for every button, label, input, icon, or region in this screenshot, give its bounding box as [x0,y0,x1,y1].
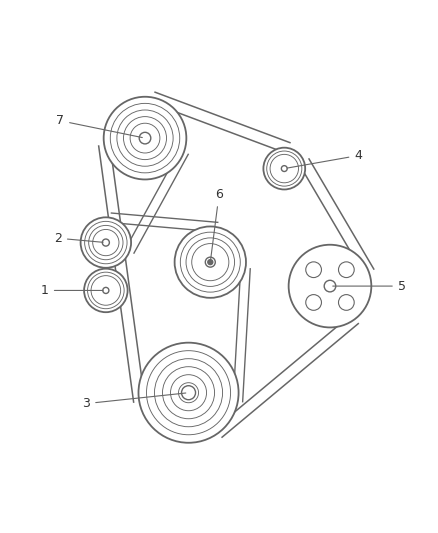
Circle shape [306,262,321,278]
Circle shape [339,262,354,278]
Text: 3: 3 [82,393,186,410]
Text: 2: 2 [54,232,103,245]
Text: 4: 4 [287,149,362,168]
Text: 6: 6 [211,188,223,260]
Circle shape [102,239,110,246]
Circle shape [138,343,239,443]
Circle shape [306,295,321,310]
Circle shape [339,295,354,310]
Circle shape [263,148,305,189]
Circle shape [81,217,131,268]
Text: 1: 1 [41,284,103,297]
Circle shape [205,257,215,267]
Circle shape [139,132,151,144]
Circle shape [281,166,287,172]
Circle shape [289,245,371,327]
Circle shape [208,260,213,265]
Circle shape [324,280,336,292]
Circle shape [175,227,246,298]
Circle shape [103,287,109,294]
Circle shape [104,97,186,180]
Text: 7: 7 [56,114,142,138]
Text: 5: 5 [333,280,406,293]
Circle shape [84,269,127,312]
Circle shape [181,386,195,400]
